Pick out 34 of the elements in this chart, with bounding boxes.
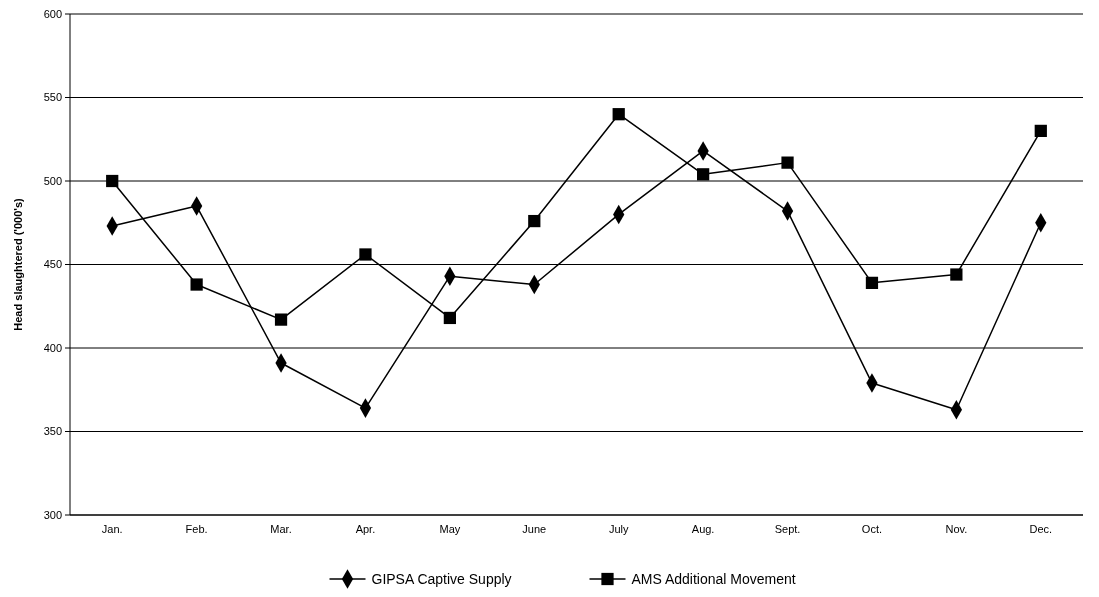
point: [950, 268, 963, 281]
x-tick-label: Oct.: [861, 523, 883, 535]
y-tick-label: 550: [43, 91, 62, 104]
legend-label: AMS Additional Movement: [631, 570, 796, 587]
point: [612, 108, 625, 121]
y-tick-label: 400: [43, 341, 62, 354]
point: [274, 313, 288, 326]
point: [781, 156, 794, 169]
point: [1034, 124, 1047, 138]
x-tick-label: Sept.: [774, 523, 801, 535]
point: [865, 276, 879, 289]
y-tick-label: 300: [43, 508, 62, 521]
legend-label: GIPSA Captive Supply: [371, 570, 512, 587]
point: [190, 278, 203, 291]
x-tick-label: Jan.: [101, 523, 123, 535]
x-tick-label: Nov.: [945, 523, 968, 535]
x-tick-label: Dec.: [1029, 523, 1053, 535]
point: [106, 174, 119, 188]
y-axis-title: Head slaughtered ('000's): [12, 197, 24, 331]
point: [359, 248, 372, 261]
y-tick-label: 350: [43, 425, 62, 438]
y-tick-label: 600: [43, 7, 62, 20]
x-tick-label: May: [439, 523, 461, 535]
point: [697, 168, 710, 181]
point: [528, 214, 541, 228]
x-tick-label: Apr.: [355, 523, 376, 535]
x-tick-label: June: [522, 523, 547, 535]
x-tick-label: Mar.: [270, 523, 292, 535]
y-tick-label: 450: [43, 258, 62, 271]
point: [443, 311, 456, 325]
y-tick-label: 500: [43, 174, 62, 187]
x-tick-label: July: [608, 523, 629, 535]
x-tick-label: Aug.: [691, 523, 715, 535]
x-tick-label: Feb.: [185, 523, 208, 535]
